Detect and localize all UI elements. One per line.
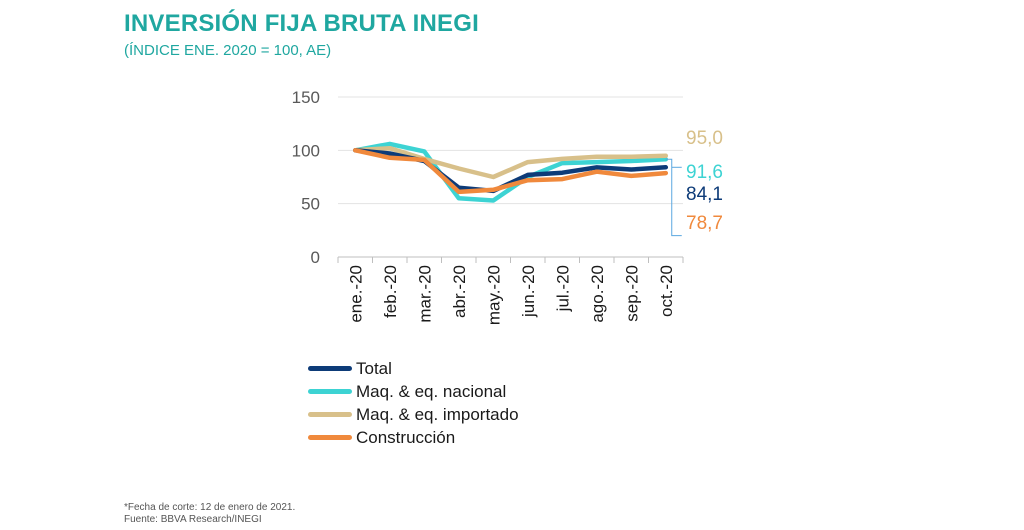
source-note: Fuente: BBVA Research/INEGI [124,514,262,525]
x-tick-label: abr.-20 [450,265,469,318]
chart-subtitle: (ÍNDICE ENE. 2020 = 100, AE) [124,42,332,59]
legend-swatch [308,412,352,417]
x-tick-label: feb.-20 [381,265,400,318]
legend-swatch [308,366,352,371]
end-label-bracket [665,158,682,237]
y-tick-label: 50 [301,195,320,214]
end-value-label: 95,0 [686,128,723,149]
legend-item: Maq. & eq. importado [308,403,519,426]
legend-item: Total [308,357,519,380]
end-labels: 95,0 91,684,1 78,7 [665,128,723,237]
x-tick-label: sep.-20 [622,265,641,322]
y-tick-label: 0 [311,248,320,267]
series-line [353,148,669,195]
legend-label: Maq. & eq. importado [356,404,519,424]
end-value-label: 91,6 [686,162,723,183]
legend-swatch [308,435,352,440]
series-line [353,145,669,180]
series-line [353,141,669,203]
end-value-label: 78,7 [686,213,723,234]
legend-label: Maq. & eq. nacional [356,381,507,401]
chart-title: INVERSIÓN FIJA BRUTA INEGI [124,10,480,37]
x-tick-label: ago.-20 [588,265,607,323]
y-tick-label: 100 [292,141,320,160]
x-tick-label: ene.-20 [346,265,365,323]
legend-swatch [308,389,352,394]
x-tick-label: oct.-20 [657,265,676,317]
x-tick-label: jul.-20 [553,265,572,312]
legend-label: Construcción [356,427,456,447]
legend-label: Total [356,358,392,378]
series-lines [353,141,669,203]
legend-item: Construcción [308,426,519,449]
legend-item: Maq. & eq. nacional [308,380,519,403]
x-tick-label: jun.-20 [519,265,538,318]
end-value-label: 84,1 [686,184,723,205]
footnote: *Fecha de corte: 12 de enero de 2021. [124,502,296,513]
x-axis-ticks: ene.-20 feb.-20 mar.-20 abr.-20 may.-20 jun.-… [337,257,684,325]
y-tick-label: 150 [292,88,320,107]
y-axis-ticks: 0 50 100 150 [292,88,320,267]
x-tick-label: mar.-20 [415,265,434,323]
legend: Total Maq. & eq. nacional Maq. & eq. impor… [308,357,519,449]
x-tick-label: may.-20 [484,265,503,325]
